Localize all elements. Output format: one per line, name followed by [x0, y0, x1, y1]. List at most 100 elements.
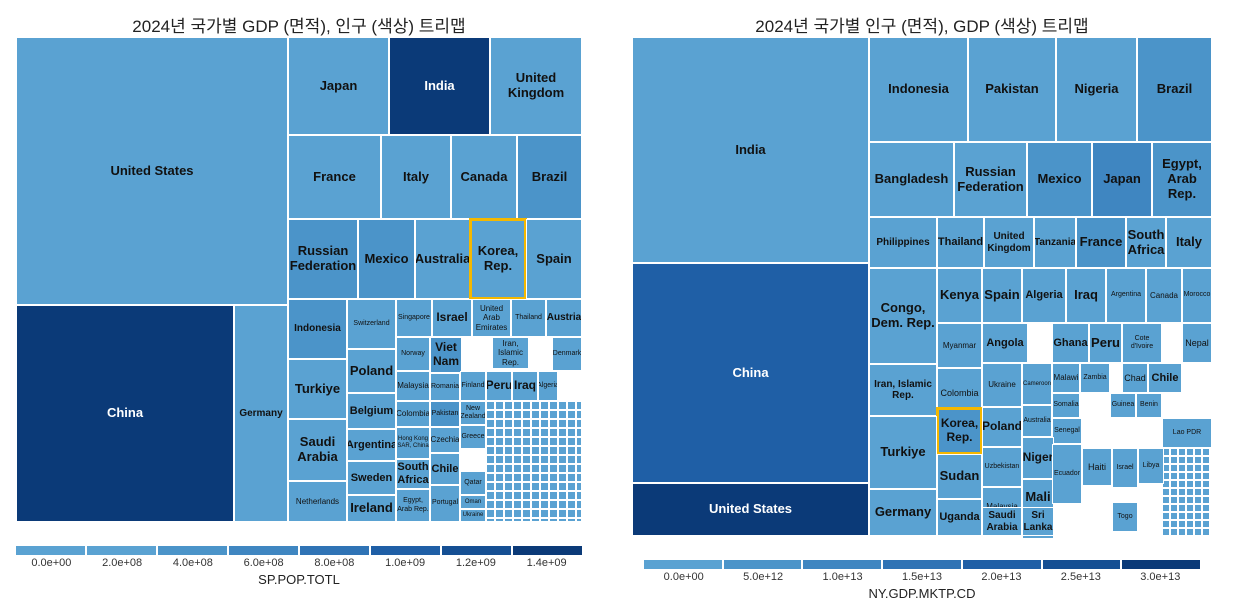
left-tile-iran-islamic-rep: Iran, Islamic Rep. [492, 337, 529, 369]
left-treemap-minor-tile [486, 473, 495, 482]
left-treemap-minor-tile [540, 518, 549, 522]
right-tile-cote-d-ivoire: Cote d'Ivoire [1122, 323, 1162, 363]
left-treemap-minor-tile [495, 482, 504, 491]
left-treemap-minor-tile [549, 410, 558, 419]
left-treemap-minor-tile [540, 401, 549, 410]
left-treemap-minor-tile [576, 437, 582, 446]
left-tile-ukraine: Ukraine [460, 509, 486, 522]
right-treemap-minor-tile [1170, 496, 1178, 504]
left-treemap-minor-tile [495, 401, 504, 410]
right-tile-sri-lanka: Sri Lanka [1022, 507, 1054, 536]
left-tile-czechia: Czechia [430, 427, 460, 453]
left-tile-india: India [389, 37, 490, 135]
left-treemap-minor-tile [513, 428, 522, 437]
right-treemap-minor-tile [1194, 464, 1202, 472]
right-treemap-minor-tile [1186, 496, 1194, 504]
right-tile-libya: Libya [1138, 448, 1164, 484]
right-tile-india: India [632, 37, 869, 263]
right-treemap-minor-tile [1194, 488, 1202, 496]
right-legend-swatch [962, 560, 1041, 569]
right-treemap-minor-tile [1194, 496, 1202, 504]
right-tile-ecuador: Ecuador [1052, 444, 1082, 504]
right-treemap-minor-tile [1194, 528, 1202, 536]
right-tile-ukraine: Ukraine [982, 363, 1022, 407]
left-tile-canada: Canada [451, 135, 517, 219]
right-treemap-minor-tile [1210, 448, 1212, 456]
left-treemap-minor-tile [486, 455, 495, 464]
left-tile-united-kingdom: United Kingdom [490, 37, 582, 135]
left-treemap-minor-tile [504, 464, 513, 473]
right-treemap-minor-tile [1202, 456, 1210, 464]
left-tile-finland: Finland [460, 371, 486, 401]
right-tile-germany: Germany [869, 489, 937, 536]
right-tile-senegal: Senegal [1052, 418, 1082, 444]
left-treemap: United States China Germany Japan India Unite… [16, 37, 582, 522]
left-treemap-minor-tile [567, 518, 576, 522]
right-tile-japan: Japan [1092, 142, 1152, 217]
left-treemap-minor-tile [504, 482, 513, 491]
right-treemap-minor-tile [1178, 504, 1186, 512]
right-treemap-minor-tile [1202, 504, 1210, 512]
right-tile-australia: Australia [1022, 405, 1052, 437]
right-tile-france: France [1076, 217, 1126, 268]
right-treemap-minor-tile [1202, 512, 1210, 520]
right-tile-myanmar: Myanmar [937, 323, 982, 368]
left-treemap-minor-tile [513, 473, 522, 482]
right-tile-bangladesh: Bangladesh [869, 142, 954, 217]
left-treemap-minor-tile [486, 410, 495, 419]
left-treemap-minor-tile [576, 455, 582, 464]
left-treemap-minor-tile [513, 509, 522, 518]
left-tile-turkiye: Turkiye [288, 359, 347, 419]
left-treemap-minor-tile [567, 473, 576, 482]
left-treemap-minor-tile [504, 455, 513, 464]
right-tile-guinea: Guinea [1110, 393, 1136, 418]
right-treemap-minor-tile [1186, 504, 1194, 512]
left-treemap-minor-tile [486, 419, 495, 428]
right-tile-uganda: Uganda [937, 499, 982, 536]
left-treemap-minor-tile [558, 500, 567, 509]
left-tile-spain: Spain [526, 219, 582, 299]
left-treemap-minor-tile [486, 437, 495, 446]
left-treemap-minor-tile [576, 482, 582, 491]
left-treemap-minor-tile [531, 509, 540, 518]
right-treemap-minor-tile [1170, 504, 1178, 512]
left-tile-ireland: Ireland [347, 495, 396, 522]
right-treemap-minor-tile [1162, 504, 1170, 512]
left-treemap-minor-tile [504, 428, 513, 437]
left-tile-germany: Germany [234, 305, 288, 522]
right-tile-togo: Togo [1112, 502, 1138, 532]
right-tile-united-states: United States [632, 483, 869, 536]
right-treemap-minor-tile [1210, 496, 1212, 504]
right-legend-label: NY.GDP.MKTP.CD [868, 586, 976, 601]
right-treemap-minor-tile [1186, 472, 1194, 480]
left-tile-austria: Austria [546, 299, 582, 337]
right-tile-kenya: Kenya [937, 268, 982, 323]
right-legend-tick-label: 5.0e+12 [743, 571, 784, 583]
left-treemap-minor-tile [567, 464, 576, 473]
left-tile-iraq: Iraq [512, 371, 538, 401]
left-treemap-minor-tile [504, 491, 513, 500]
right-treemap-minor-tile [1162, 520, 1170, 528]
left-treemap-minor-tile [495, 509, 504, 518]
left-treemap-minor-tile [513, 518, 522, 522]
left-tile-singapore: Singapore [396, 299, 432, 337]
left-treemap-minor-tile [576, 473, 582, 482]
right-treemap-minor-tile [1210, 480, 1212, 488]
right-legend-colorbar [644, 560, 1201, 569]
left-tile-malaysia: Malaysia [396, 371, 430, 401]
left-tile-south-africa: South Africa [396, 459, 430, 489]
left-treemap-minor-tile [531, 482, 540, 491]
left-legend-label: SP.POP.TOTL [258, 572, 340, 587]
left-tile-united-states: United States [16, 37, 288, 305]
right-tile-uzbekistan: Uzbekistan [982, 447, 1022, 487]
left-treemap-minor-tile [522, 464, 531, 473]
right-legend-tick-label: 1.0e+13 [822, 571, 863, 583]
right-treemap-minor-tile [1194, 456, 1202, 464]
left-legend-tick-label: 2.0e+08 [102, 557, 143, 569]
left-treemap-minor-tile [513, 464, 522, 473]
left-tile-israel: Israel [432, 299, 472, 337]
right-tile-egypt-arab-rep: Egypt, Arab Rep. [1152, 142, 1212, 217]
left-tile-egypt-arab-rep: Egypt, Arab Rep. [396, 489, 430, 522]
right-treemap-minor-tile [1162, 480, 1170, 488]
right-tile-chad: Chad [1122, 363, 1148, 393]
